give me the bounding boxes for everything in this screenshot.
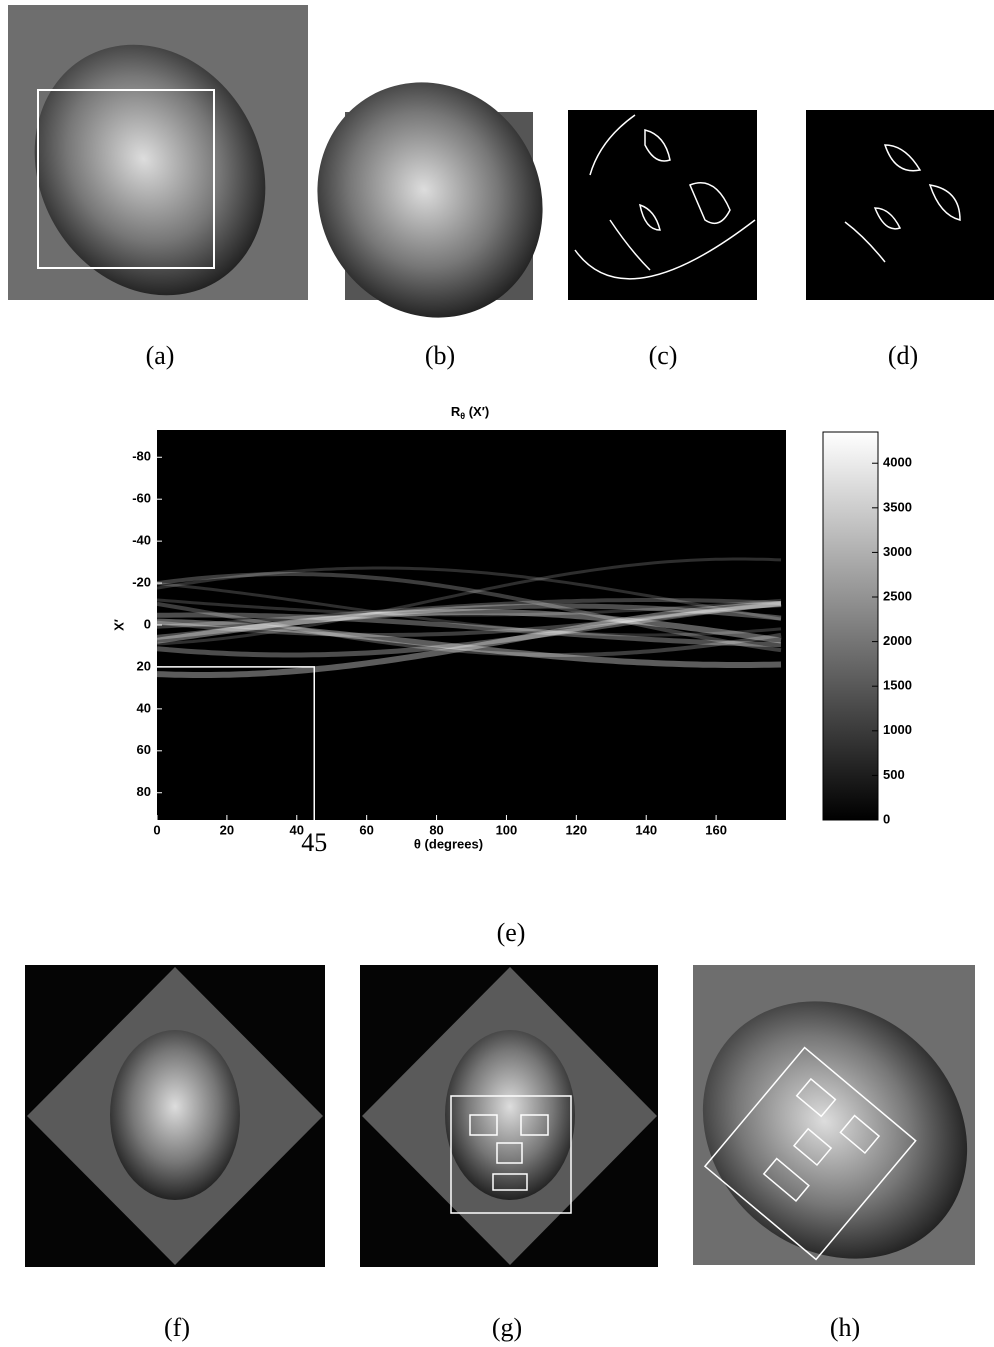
image-b — [275, 41, 586, 359]
x-tick-label: 140 — [635, 822, 657, 837]
caption: (c) — [649, 341, 678, 370]
caption: (g) — [492, 1313, 522, 1342]
x-tick-label: 0 — [153, 822, 160, 837]
caption: (f) — [164, 1313, 190, 1342]
caption: (e) — [497, 918, 526, 947]
radon-image — [157, 430, 786, 820]
colorbar-tick-label: 3000 — [883, 544, 912, 559]
page: Figure {"captions": ["(a)", "(b)", "(c)"… — [0, 0, 994, 1347]
image-a — [0, 2, 310, 337]
caption: (h) — [830, 1313, 860, 1342]
x-tick-label: 120 — [565, 822, 587, 837]
colorbar-tick-label: 0 — [883, 811, 890, 826]
image-h — [651, 948, 994, 1312]
colorbar-tick-label: 2500 — [883, 588, 912, 603]
colorbar-tick-label: 4000 — [883, 455, 912, 470]
colorbar-tick-label: 1000 — [883, 722, 912, 737]
caption: (d) — [888, 341, 918, 370]
image-f — [25, 965, 325, 1267]
y-tick-label: 80 — [137, 784, 151, 799]
y-tick-label: 20 — [137, 658, 151, 673]
x-tick-label: 20 — [220, 822, 234, 837]
x-tick-label: 160 — [705, 822, 727, 837]
x-axis-label: θ (degrees) — [414, 836, 483, 851]
colorbar-tick-label: 3500 — [883, 499, 912, 514]
image-d — [806, 110, 994, 300]
x-tick-label: 80 — [429, 822, 443, 837]
y-tick-label: -40 — [132, 533, 151, 548]
y-tick-label: 0 — [144, 616, 151, 631]
colorbar — [823, 432, 878, 820]
annotation-label: 45 — [301, 828, 327, 857]
x-tick-label: 60 — [359, 822, 373, 837]
colorbar-tick-label: 2000 — [883, 633, 912, 648]
figure-canvas: (a) (b) (c) (d) (e) (f) (g) (h) 0 20 40 60 80 100 120 1… — [0, 0, 994, 1347]
y-tick-label: 40 — [137, 700, 151, 715]
colorbar-tick-label: 500 — [883, 767, 905, 782]
title-part: (X′) — [465, 404, 489, 419]
caption: (a) — [146, 341, 175, 370]
figure: (a) (b) (c) (d) (e) (f) (g) (h) 0 20 40 60 80 100 120 1… — [0, 0, 994, 1347]
caption: (b) — [425, 341, 455, 370]
y-tick-label: -80 — [132, 449, 151, 464]
y-tick-label: 60 — [137, 742, 151, 757]
plot-title: Rθ (X′) — [451, 404, 489, 421]
y-tick-label: -60 — [132, 491, 151, 506]
colorbar-tick-label: 1500 — [883, 678, 912, 693]
y-tick-label: -20 — [132, 575, 151, 590]
image-g — [360, 965, 658, 1267]
image-c — [568, 110, 757, 300]
x-tick-label: 100 — [496, 822, 518, 837]
y-axis-label: X′ — [111, 619, 126, 631]
